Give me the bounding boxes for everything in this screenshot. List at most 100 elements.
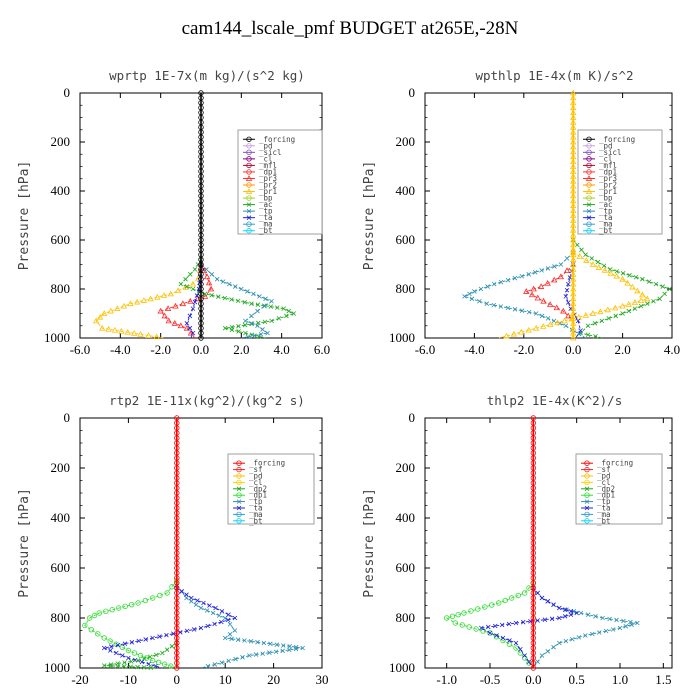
series-marker-ta bbox=[136, 638, 142, 644]
series-marker-tp bbox=[526, 309, 532, 315]
series-marker-tp bbox=[532, 270, 538, 275]
series-line-ta bbox=[479, 587, 579, 669]
y-tick-label-600: 600 bbox=[51, 232, 71, 247]
legend-marker-bp bbox=[246, 195, 252, 201]
series-marker-pr3 bbox=[534, 294, 541, 301]
legend-label-tp: _tp bbox=[597, 497, 611, 506]
series-marker-tp bbox=[255, 639, 260, 645]
series-marker-tp bbox=[512, 307, 518, 312]
series-marker-pr1 bbox=[189, 280, 197, 287]
series-marker-ac bbox=[614, 269, 619, 274]
series-marker-pr3 bbox=[205, 279, 213, 286]
series-marker-tp bbox=[257, 294, 262, 299]
legend-marker-pr1 bbox=[245, 188, 253, 194]
forcing-marker bbox=[570, 334, 577, 341]
series-marker-ac bbox=[632, 306, 638, 311]
series-marker-pr1 bbox=[107, 307, 114, 314]
series-marker-tp bbox=[485, 284, 490, 289]
series-marker-tp bbox=[255, 308, 260, 314]
series-marker-ta bbox=[219, 609, 225, 614]
series-marker-dp2 bbox=[135, 658, 141, 663]
series-marker-pr3 bbox=[563, 267, 571, 274]
legend-marker-pd bbox=[236, 473, 242, 479]
series-marker-ta bbox=[574, 610, 579, 616]
series-marker-ta bbox=[150, 635, 155, 641]
series-marker-pr3 bbox=[201, 293, 209, 299]
series-marker-tp bbox=[249, 313, 254, 319]
series-marker-tp bbox=[251, 291, 256, 297]
series-marker-pr1 bbox=[105, 325, 112, 332]
series-marker-pr1 bbox=[637, 297, 645, 304]
x-tick-label--10: -10 bbox=[120, 672, 137, 687]
forcing-marker bbox=[174, 575, 180, 581]
forcing-marker bbox=[530, 510, 537, 516]
legend-label-sicl: _sicl bbox=[259, 148, 282, 157]
series-marker-ac bbox=[589, 256, 595, 261]
series-marker-tp bbox=[198, 605, 204, 611]
series-marker-tp bbox=[552, 264, 557, 269]
series-line-tp bbox=[200, 264, 273, 339]
series-marker-tp bbox=[617, 625, 623, 631]
series-marker-tp bbox=[505, 305, 511, 311]
series-marker-pr3 bbox=[172, 302, 179, 309]
series-marker-pr1 bbox=[612, 304, 619, 311]
x-tick-label-0.0: 0.0 bbox=[193, 342, 209, 357]
series-marker-tp bbox=[610, 627, 616, 632]
series-marker-tp bbox=[226, 281, 232, 287]
series-marker-ta bbox=[205, 623, 211, 629]
legend-marker-bp bbox=[586, 195, 592, 201]
legend-label-pr2: _pr2 bbox=[599, 181, 617, 190]
series-marker-dp1 bbox=[521, 590, 528, 596]
forcing-marker bbox=[530, 535, 537, 541]
forcing-marker bbox=[174, 580, 180, 586]
series-marker-ta bbox=[184, 321, 190, 326]
series-marker-pr3 bbox=[177, 322, 185, 329]
forcing-marker bbox=[174, 635, 180, 641]
legend-marker-cl bbox=[584, 479, 590, 486]
x-tick-label-0: 0 bbox=[174, 672, 181, 687]
series-marker-ac bbox=[607, 267, 613, 272]
y-tick-label-400: 400 bbox=[51, 510, 71, 525]
series-marker-pr1 bbox=[554, 319, 561, 326]
series-marker-ac bbox=[281, 306, 286, 311]
series-marker-tp bbox=[293, 644, 299, 650]
series-marker-tp bbox=[623, 624, 629, 629]
series-marker-dp2 bbox=[148, 665, 154, 670]
series-marker-ta bbox=[184, 592, 189, 597]
series-marker-dp2 bbox=[159, 650, 165, 656]
series-marker-dp1 bbox=[82, 622, 88, 629]
series-marker-ta bbox=[195, 598, 200, 603]
series-marker-dp1 bbox=[101, 635, 107, 641]
series-marker-ta bbox=[187, 313, 193, 319]
series-marker-tp bbox=[533, 311, 539, 316]
series-marker-pr1 bbox=[160, 292, 168, 298]
figure-title: cam144_lscale_pmf BUDGET at265E,-28N bbox=[181, 18, 519, 39]
series-marker-ac bbox=[269, 318, 274, 324]
series-marker-tp bbox=[576, 635, 582, 640]
series-marker-ac bbox=[243, 330, 248, 336]
series-marker-tp bbox=[229, 636, 234, 642]
forcing-marker bbox=[174, 660, 180, 666]
series-marker-pr1 bbox=[624, 279, 631, 286]
x-tick-label-2.0: 2.0 bbox=[233, 342, 249, 357]
series-marker-ta bbox=[568, 609, 574, 614]
series-marker-ta bbox=[494, 633, 499, 638]
forcing-marker bbox=[174, 590, 180, 596]
legend-label-forcing: _forcing bbox=[599, 135, 635, 144]
series-marker-ta bbox=[549, 616, 555, 622]
forcing-marker bbox=[174, 530, 180, 536]
series-marker-tp bbox=[614, 617, 619, 623]
legend-label-dp2: _dp2 bbox=[597, 484, 615, 493]
series-marker-ac bbox=[633, 274, 639, 280]
series-marker-ac bbox=[236, 329, 241, 334]
series-marker-dp1 bbox=[103, 608, 109, 615]
series-marker-ta bbox=[492, 623, 498, 629]
series-marker-tp bbox=[585, 612, 591, 617]
legend-marker-pr1 bbox=[585, 188, 593, 194]
legend-label-dp2: _dp2 bbox=[249, 484, 267, 493]
series-marker-ta bbox=[535, 618, 540, 623]
y-tick-label-0: 0 bbox=[409, 410, 416, 425]
series-marker-ta bbox=[139, 659, 145, 665]
legend-label-bt: _bt bbox=[597, 516, 611, 525]
series-marker-tp bbox=[467, 291, 472, 297]
